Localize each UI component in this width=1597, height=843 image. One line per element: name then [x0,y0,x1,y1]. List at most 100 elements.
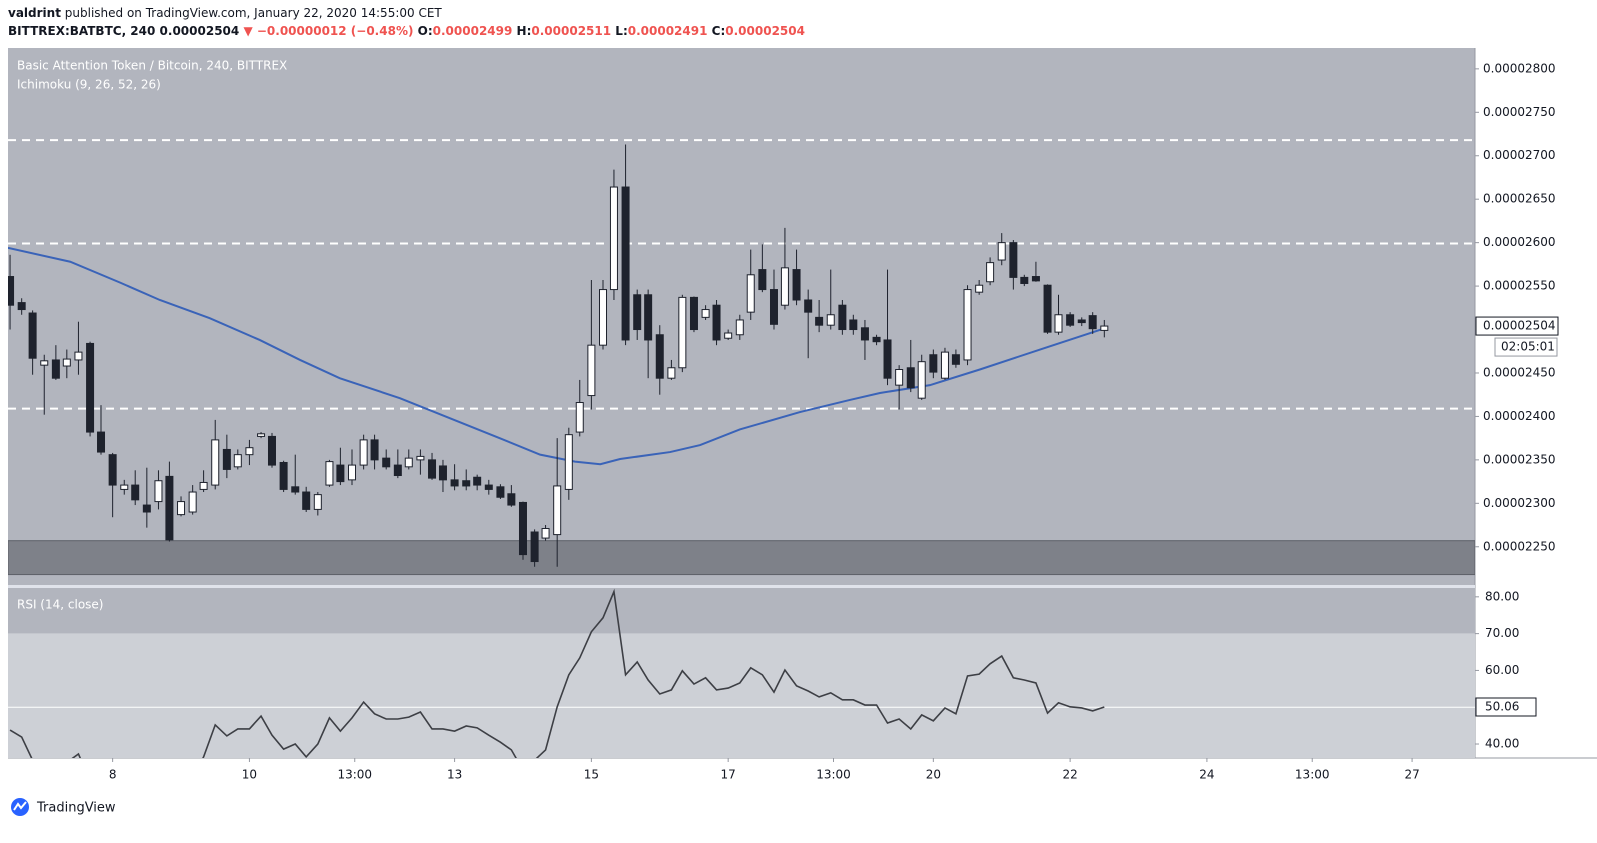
candle-body [177,501,186,516]
candle-body [131,484,140,501]
candle-body [222,448,231,470]
candle-body [940,351,949,379]
candle-body [8,276,15,306]
y-tick-label: 0.00002750 [1483,105,1556,119]
candle-body [404,457,413,468]
candle-body [165,475,174,541]
candle-body [199,481,208,490]
candle-body [62,358,71,367]
candle-body [587,344,596,397]
ohlc-c: C:0.00002504 [712,24,805,38]
candle-body [792,269,801,301]
countdown: 02:05:01 [1501,340,1555,354]
candle-body [450,479,459,487]
ohlc-h: H:0.00002511 [517,24,612,38]
rsi-last-box [1475,697,1537,717]
candle-body [815,316,824,326]
candle-body [279,461,288,490]
support-zone [8,540,1475,576]
candle-body [644,294,653,341]
candle-body [74,351,83,361]
candle-body [826,314,835,326]
x-tick-label: 13 [447,768,462,782]
candle-body [108,454,117,486]
candle-body [712,304,721,341]
brand-logo [11,798,29,816]
candle-body [746,274,755,313]
candle-body [599,289,608,346]
brand: TradingView [36,801,116,816]
candle-body [473,476,482,486]
candle-body [758,269,767,291]
candle-body [678,296,687,369]
candle-body [1088,315,1097,330]
rsi-y-tick-label: 40.00 [1485,737,1519,751]
candle-body [291,486,300,493]
candle-body [336,464,345,483]
x-tick-label: 27 [1404,768,1419,782]
rsi-last-label: 50.06 [1485,700,1519,714]
candle-body [496,486,505,498]
rsi-title: RSI (14, close) [17,598,103,612]
rsi-line [9,588,1105,758]
change: ▼ −0.00000012 (−0.48%) [243,24,414,38]
rsi-y-tick-label: 80.00 [1485,589,1519,603]
x-tick-label: 22 [1062,768,1077,782]
candle-body [724,332,733,339]
last-price-box [1475,316,1559,336]
candle-body [906,367,915,389]
ohlc-key: O: [417,24,433,38]
rsi-band [8,633,1475,758]
candle-body [621,186,630,341]
candle-body [575,402,584,433]
candle-body [1066,314,1075,326]
candle-body [917,361,926,399]
candle-body [997,242,1006,261]
rsi-y-tick-label: 60.00 [1485,663,1519,677]
header-line-1: valdrint published on TradingView.com, J… [8,6,442,20]
ohlc-key: H: [516,24,532,38]
candle-body [1100,325,1109,331]
candle-body [245,447,254,456]
candle-body [1077,319,1086,324]
y-tick-label: 0.00002250 [1483,539,1556,553]
candle-body [211,439,220,486]
candle-body [257,433,266,437]
candle-body [267,435,276,466]
candle-body [1009,242,1018,278]
y-tick-label: 0.00002450 [1483,365,1556,379]
candle-body [735,319,744,336]
candle-body [838,304,847,331]
last-price: 0.00002504 [159,24,240,38]
x-tick-label: 20 [926,768,941,782]
candle-body [17,302,26,311]
chart-title: Basic Attention Token / Bitcoin, 240, BI… [17,59,287,73]
x-tick-label: 13:00 [337,768,372,782]
candle-body [438,465,447,481]
candle-body [929,354,938,373]
candle-body [51,359,60,379]
candle-body [951,354,960,365]
y-tick-label: 0.00002700 [1483,148,1556,162]
candle-body [963,289,972,361]
candle-body [804,299,813,313]
ohlc-o: O:0.00002499 [418,24,513,38]
header-line-2: BITTREX:BATBTC, 240 0.00002504 ▼ −0.0000… [8,24,805,38]
candle-body [416,455,425,461]
candle-body [40,360,49,366]
candle-body [986,262,995,283]
main-plot [8,139,1475,576]
candle-body [883,339,892,379]
candle-body [302,491,311,510]
candle-body [86,342,95,433]
candle-body [97,431,106,453]
candle-body [701,309,710,318]
y-tick-label: 0.00002600 [1483,235,1556,249]
author: valdrint [8,6,61,20]
y-tick-label: 0.00002650 [1483,192,1556,206]
candle-body [667,367,676,379]
x-tick-label: 24 [1199,768,1214,782]
candle-body [382,457,391,468]
